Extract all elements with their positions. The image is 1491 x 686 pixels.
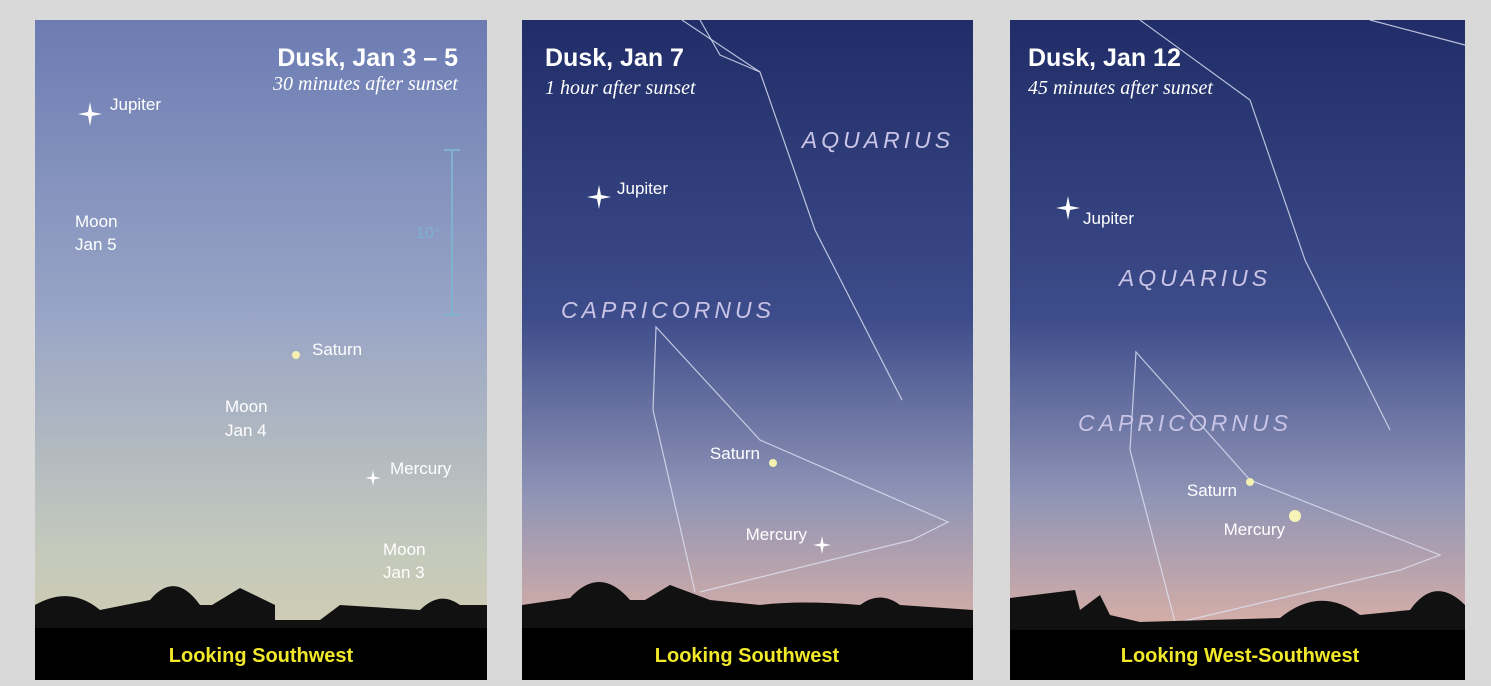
constellation-name: CAPRICORNUS [1078,410,1292,436]
footer: Looking West-Southwest [1121,645,1360,667]
label: Mercury [390,459,452,478]
panel-title: Dusk, Jan 12 [1028,44,1181,72]
panel-subtitle: 30 minutes after sunset [272,73,458,95]
panel: Dusk, Jan 7 1 hour after sunset AQUARIUS… [522,20,973,680]
label: Moon [75,212,118,231]
saturn [292,351,300,359]
label: Saturn [312,340,362,359]
mercury [1289,510,1301,522]
constellation-name: CAPRICORNUS [561,297,775,323]
panel: Dusk, Jan 12 45 minutes after sunset Jup… [1010,20,1465,680]
constellation-name: AQUARIUS [1117,265,1271,291]
label: 10° [416,225,440,242]
label: Jan 5 [75,235,117,254]
label: Jupiter [1083,209,1134,228]
sky [522,20,973,680]
panel: Dusk, Jan 3 – 5 30 minutes after sunset … [35,20,487,680]
label: Jupiter [617,179,668,198]
label: Mercury [746,525,808,544]
panel-subtitle: 45 minutes after sunset [1028,77,1213,99]
footer: Looking Southwest [169,645,354,667]
label: Mercury [1224,520,1286,539]
label: Saturn [1187,481,1237,500]
footer: Looking Southwest [655,645,840,667]
sky [1010,20,1465,680]
constellation-name: AQUARIUS [800,127,954,153]
label: Jan 4 [225,421,267,440]
label: Moon [225,397,268,416]
label: Jan 3 [383,563,425,582]
saturn [1246,478,1254,486]
panel-title: Dusk, Jan 7 [545,44,684,72]
label: Moon [383,540,426,559]
label: Saturn [710,444,760,463]
label: Jupiter [110,95,161,114]
saturn [769,459,777,467]
sky-charts: Dusk, Jan 3 – 5 30 minutes after sunset … [0,0,1491,686]
panel-subtitle: 1 hour after sunset [545,77,696,99]
panel-title: Dusk, Jan 3 – 5 [277,44,458,72]
